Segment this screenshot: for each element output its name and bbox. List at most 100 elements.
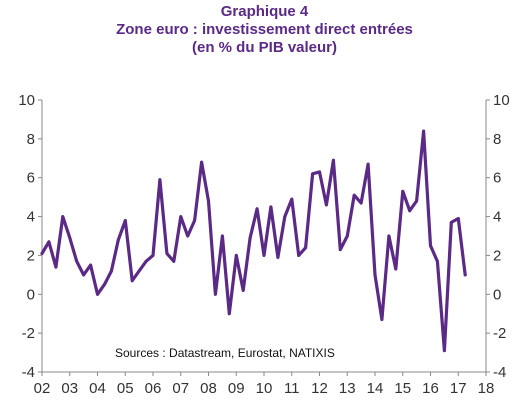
data-point <box>415 199 418 203</box>
x-tick-label: 17 <box>450 380 467 397</box>
y-tick-label: -2 <box>22 325 35 342</box>
data-point <box>338 248 342 252</box>
data-point <box>394 267 398 271</box>
data-point <box>40 252 44 255</box>
data-point <box>276 256 280 259</box>
data-point <box>54 265 58 269</box>
data-point <box>422 129 425 133</box>
data-point <box>82 273 85 277</box>
chart-axes <box>41 100 487 373</box>
x-tick-label: 10 <box>256 380 273 397</box>
data-point <box>123 219 127 222</box>
source-note: Sources : Datastream, Eurostat, NATIXIS <box>115 346 335 360</box>
data-point <box>227 312 231 316</box>
data-point <box>158 178 162 182</box>
y-tick-label: 0 <box>27 286 35 303</box>
data-point <box>304 246 307 250</box>
data-point <box>207 199 210 203</box>
data-point <box>456 217 460 220</box>
data-point <box>130 279 134 283</box>
series-line <box>40 129 467 353</box>
data-point <box>359 201 363 205</box>
data-point <box>61 215 65 219</box>
data-point <box>290 197 294 201</box>
right-y-tick-label: 8 <box>493 131 501 148</box>
data-point <box>110 269 113 273</box>
y-tick-label: -4 <box>22 364 35 381</box>
data-point <box>68 236 72 240</box>
x-tick-label: 13 <box>339 380 356 397</box>
x-axis-ticks: 02 03 04 05 06 07 08 09 10 11 12 13 14 15 16 17 18 <box>34 372 495 397</box>
data-point <box>214 292 217 296</box>
x-tick-label: 04 <box>89 380 106 397</box>
right-y-tick-label: -2 <box>493 325 506 342</box>
data-point <box>255 207 259 211</box>
data-point <box>47 240 51 244</box>
data-point <box>89 263 92 267</box>
data-point <box>193 219 197 222</box>
chart-titles: Graphique 4 Zone euro : investissement d… <box>0 3 529 57</box>
chart-subtitle: Zone euro : investissement direct entrée… <box>116 21 413 38</box>
data-point <box>443 349 446 352</box>
right-y-axis-ticks: -4 -2 0 2 4 6 8 10 <box>486 92 510 381</box>
data-point <box>262 254 266 257</box>
data-point <box>241 289 245 292</box>
x-tick-label: 08 <box>200 380 217 397</box>
data-point <box>436 259 439 263</box>
x-tick-label: 11 <box>284 380 300 397</box>
series-layer <box>40 129 467 353</box>
data-point <box>165 252 169 255</box>
data-point <box>221 234 224 238</box>
data-point <box>449 221 453 224</box>
right-y-tick-label: 4 <box>493 209 501 226</box>
data-point <box>234 254 238 257</box>
data-point <box>248 236 252 240</box>
data-point <box>387 234 391 238</box>
data-point <box>325 203 328 207</box>
chart-title: Graphique 4 <box>220 3 309 20</box>
data-point <box>373 273 377 277</box>
x-tick-label: 18 <box>478 380 495 397</box>
x-tick-label: 06 <box>145 380 162 397</box>
data-point <box>429 244 432 248</box>
chart-subtitle-units: (en % du PIB valeur) <box>191 39 338 56</box>
right-y-tick-label: 10 <box>493 92 510 109</box>
data-point <box>311 172 314 176</box>
data-point <box>366 162 370 166</box>
data-point <box>186 234 190 238</box>
y-tick-label: 2 <box>27 247 35 264</box>
x-tick-label: 03 <box>61 380 78 397</box>
right-y-tick-label: 0 <box>493 286 501 303</box>
data-point <box>380 318 384 321</box>
x-tick-label: 16 <box>422 380 439 397</box>
x-tick-label: 15 <box>394 380 411 397</box>
data-point <box>269 205 273 209</box>
data-point <box>332 158 335 162</box>
data-point <box>137 269 141 273</box>
data-point <box>75 259 79 263</box>
x-tick-label: 12 <box>311 380 328 397</box>
data-point <box>352 193 356 197</box>
data-point <box>103 283 106 286</box>
data-point <box>200 160 204 164</box>
data-point <box>151 254 155 257</box>
y-tick-label: 4 <box>27 209 35 226</box>
data-point <box>179 215 183 219</box>
x-tick-label: 09 <box>228 380 245 397</box>
data-point <box>116 238 120 242</box>
x-tick-label: 07 <box>172 380 189 397</box>
data-point <box>463 273 467 277</box>
data-point <box>172 259 176 263</box>
y-tick-label: 6 <box>27 170 35 187</box>
data-point <box>96 292 99 296</box>
y-tick-label: 10 <box>18 92 35 109</box>
right-y-tick-label: -4 <box>493 364 506 381</box>
x-tick-label: 02 <box>34 380 51 397</box>
right-y-tick-label: 2 <box>493 247 501 264</box>
y-tick-label: 8 <box>27 131 35 148</box>
data-point <box>297 254 301 257</box>
data-point <box>401 189 405 193</box>
data-point <box>408 209 412 213</box>
right-y-tick-label: 6 <box>493 170 501 187</box>
